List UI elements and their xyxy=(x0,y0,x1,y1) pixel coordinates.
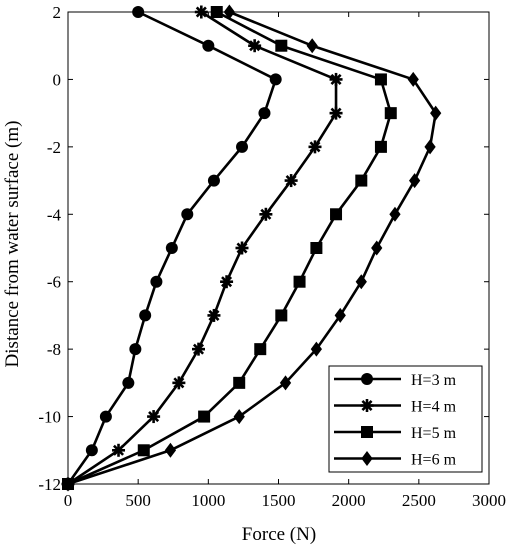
x-tick-label: 2500 xyxy=(402,491,436,510)
data-point xyxy=(371,240,383,256)
y-tick-label: -8 xyxy=(47,340,61,359)
data-point xyxy=(147,410,161,424)
legend-item: H=5 m xyxy=(334,425,457,442)
data-point xyxy=(275,39,288,52)
data-point xyxy=(236,140,249,153)
data-point xyxy=(165,242,178,254)
data-point xyxy=(198,410,211,423)
x-tick-label: 2000 xyxy=(332,491,366,510)
data-point xyxy=(384,107,397,120)
legend-item: H=3 m xyxy=(334,372,457,389)
plot-area: 0 500 1000 1500 2000 2500 3000 2 0 -2 -4 -6 -8 -10 -12… xyxy=(38,3,506,510)
data-point xyxy=(310,341,323,357)
data-point xyxy=(334,307,346,323)
data-point xyxy=(194,5,208,19)
data-point xyxy=(374,140,387,153)
data-point xyxy=(220,275,234,289)
data-point xyxy=(259,207,273,221)
legend-marker xyxy=(361,373,373,385)
data-point xyxy=(233,409,245,425)
data-point xyxy=(248,39,262,53)
data-point xyxy=(355,174,368,187)
data-point xyxy=(329,106,343,120)
data-point xyxy=(207,174,220,187)
y-tick-label: -2 xyxy=(47,138,61,157)
y-axis-title: Distance from water surface (m) xyxy=(2,121,23,368)
data-point xyxy=(129,343,142,356)
data-point xyxy=(275,309,288,322)
y-tick-label: -10 xyxy=(38,408,61,427)
y-tick-label: 2 xyxy=(53,3,62,22)
data-point xyxy=(62,476,74,492)
data-point xyxy=(139,309,152,322)
data-point xyxy=(192,342,206,356)
data-point xyxy=(223,4,236,20)
data-point xyxy=(164,442,177,458)
legend-label: H=6 m xyxy=(411,452,457,469)
data-point xyxy=(269,73,282,86)
data-point xyxy=(99,410,112,423)
legend-box xyxy=(328,365,483,473)
legend-item: H=4 m xyxy=(334,399,457,416)
series-h-6-m xyxy=(62,4,442,492)
data-point xyxy=(150,275,163,288)
data-point xyxy=(407,71,419,87)
data-point xyxy=(329,72,343,86)
legend-label: H=3 m xyxy=(411,372,457,389)
data-point xyxy=(424,139,436,155)
data-point xyxy=(310,242,323,254)
data-point xyxy=(430,105,442,121)
x-tick-label: 1000 xyxy=(191,491,225,510)
data-point xyxy=(258,107,271,120)
data-point xyxy=(210,6,223,18)
data-point xyxy=(308,140,322,154)
data-point xyxy=(293,275,306,288)
data-point xyxy=(122,376,135,389)
data-point xyxy=(181,208,194,221)
legend-marker xyxy=(361,451,373,466)
legend-label: H=4 m xyxy=(411,399,457,416)
data-point xyxy=(374,73,387,86)
data-point xyxy=(279,375,292,391)
data-point xyxy=(306,38,318,54)
y-tick-label: 0 xyxy=(53,70,62,89)
x-axis-title: Force (N) xyxy=(242,524,316,545)
x-tick-label: 500 xyxy=(125,491,151,510)
data-point xyxy=(112,443,126,457)
data-point xyxy=(284,174,298,188)
legend-label: H=5 m xyxy=(411,425,457,442)
data-point xyxy=(330,208,343,221)
legend-marker xyxy=(361,426,373,438)
data-point xyxy=(137,444,150,457)
data-point xyxy=(389,206,401,222)
x-tick-label: 0 xyxy=(64,491,73,510)
data-point xyxy=(172,376,186,390)
data-point xyxy=(207,308,221,322)
data-point xyxy=(408,173,421,189)
data-point xyxy=(233,376,246,389)
legend-item: H=6 m xyxy=(334,451,457,469)
series-h-3-m xyxy=(62,6,282,490)
legend: H=3 m H=4 m H=5 m H=6 m xyxy=(328,365,483,473)
data-point xyxy=(202,39,215,52)
x-tick-label: 3000 xyxy=(472,491,506,510)
y-tick-label: -12 xyxy=(38,475,61,494)
data-point xyxy=(254,343,267,356)
legend-marker xyxy=(360,399,374,412)
data-point xyxy=(132,6,145,18)
y-tick-label: -6 xyxy=(47,273,61,292)
data-point xyxy=(355,274,367,290)
data-point xyxy=(85,444,98,457)
x-tick-label: 1500 xyxy=(262,491,296,510)
y-tick-label: -4 xyxy=(47,205,62,224)
data-point xyxy=(235,241,249,255)
